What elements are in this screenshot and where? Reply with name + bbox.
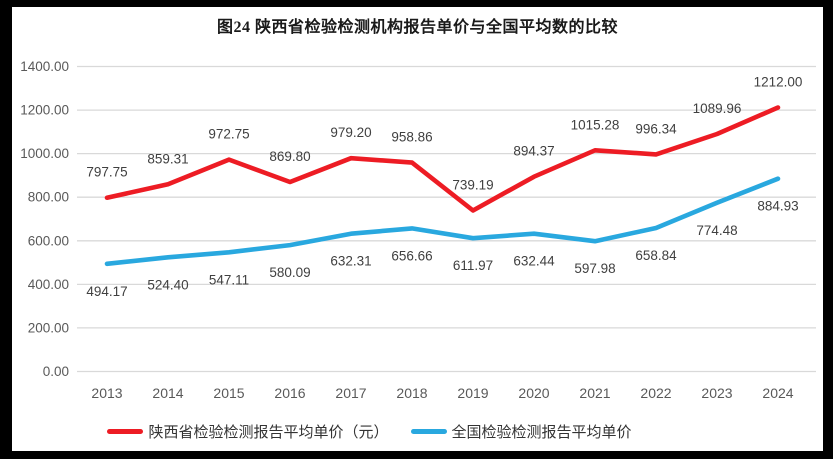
x-axis-tick-label: 2023 xyxy=(701,385,732,401)
x-axis-tick-label: 2021 xyxy=(579,385,610,401)
data-label-shaanxi: 958.86 xyxy=(391,130,432,145)
data-label-shaanxi: 996.34 xyxy=(635,121,677,136)
y-axis-tick-label: 1200.00 xyxy=(20,103,69,118)
legend-item-shaanxi: 陕西省检验检测报告平均单价（元） xyxy=(107,421,389,442)
data-label-national: 884.93 xyxy=(757,199,798,214)
series-line-shaanxi xyxy=(104,105,781,213)
x-axis-tick-label: 2024 xyxy=(762,385,793,401)
x-axis-tick-label: 2019 xyxy=(457,385,488,401)
shaanxi-series-swatch-icon xyxy=(107,429,144,434)
x-axis-tick-label: 2018 xyxy=(396,385,427,401)
x-axis-tick-label: 2022 xyxy=(640,385,671,401)
chart-legend: 陕西省检验检测报告平均单价（元） 全国检验检测报告平均单价 xyxy=(12,421,775,442)
y-axis-tick-label: 600.00 xyxy=(28,233,69,248)
data-label-national: 597.98 xyxy=(574,261,615,276)
data-label-shaanxi: 979.20 xyxy=(330,125,371,140)
data-label-national: 656.66 xyxy=(391,248,432,263)
x-axis-tick-label: 2013 xyxy=(91,385,122,401)
data-label-national: 611.97 xyxy=(453,258,493,273)
y-axis-tick-label: 200.00 xyxy=(28,320,69,335)
y-axis-tick-label: 1000.00 xyxy=(20,146,69,161)
national-series-swatch-icon xyxy=(410,429,447,434)
y-axis-tick-label: 0.00 xyxy=(43,364,69,379)
data-label-shaanxi: 869.80 xyxy=(269,149,310,164)
data-label-shaanxi: 739.19 xyxy=(452,178,493,193)
legend-label-national: 全国检验检测报告平均单价 xyxy=(451,424,632,441)
chart-title: 图24 陕西省检验检测机构报告单价与全国平均数的比较 xyxy=(216,19,618,36)
x-axis-tick-label: 2017 xyxy=(335,385,366,401)
x-axis-tick-label: 2014 xyxy=(152,385,183,401)
y-axis-tick-label: 1400.00 xyxy=(20,59,69,74)
data-label-shaanxi: 797.75 xyxy=(86,165,127,180)
series-line-national xyxy=(104,176,781,267)
data-label-shaanxi: 1015.28 xyxy=(571,117,620,132)
data-label-shaanxi: 1089.96 xyxy=(693,101,742,116)
x-axis-tick-label: 2016 xyxy=(274,385,305,401)
data-label-national: 524.40 xyxy=(147,277,188,292)
data-label-national: 632.44 xyxy=(513,254,555,269)
data-label-national: 774.48 xyxy=(696,223,737,238)
data-label-national: 494.17 xyxy=(86,284,127,299)
data-label-national: 547.11 xyxy=(209,272,249,287)
legend-item-national: 全国检验检测报告平均单价 xyxy=(410,421,632,442)
y-axis-tick-label: 400.00 xyxy=(28,277,69,292)
data-label-national: 580.09 xyxy=(269,265,310,280)
x-axis-tick-label: 2015 xyxy=(213,385,244,401)
data-label-shaanxi: 859.31 xyxy=(147,151,188,166)
legend-label-shaanxi: 陕西省检验检测报告平均单价（元） xyxy=(148,424,389,441)
y-axis-tick-label: 800.00 xyxy=(28,190,69,205)
data-label-national: 658.84 xyxy=(635,248,677,263)
data-label-shaanxi: 894.37 xyxy=(513,144,554,159)
line-chart-plot-area: 0.00 200.00 400.00 600.00 800.00 1000.00 1200.… xyxy=(20,59,816,401)
x-axis-tick-label: 2020 xyxy=(518,385,549,401)
data-label-shaanxi: 1212.00 xyxy=(754,75,803,90)
data-label-shaanxi: 972.75 xyxy=(208,127,249,142)
data-label-national: 632.31 xyxy=(330,254,371,269)
